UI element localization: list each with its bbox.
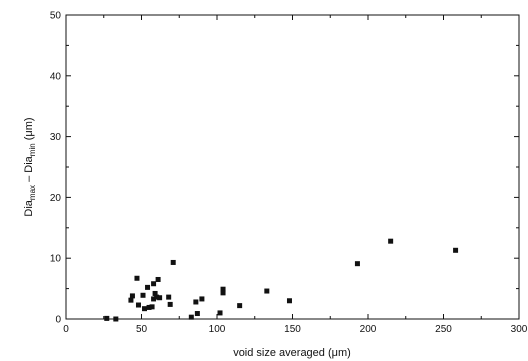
data-point bbox=[388, 238, 394, 244]
x-tick-label: 250 bbox=[435, 324, 452, 335]
x-tick-label: 300 bbox=[511, 324, 528, 335]
data-point bbox=[104, 315, 110, 321]
data-point bbox=[237, 303, 243, 309]
x-tick-labels: 0 50 100 150 200 250 300 bbox=[63, 324, 528, 335]
data-point bbox=[167, 301, 173, 307]
data-point bbox=[193, 299, 199, 305]
data-point bbox=[264, 288, 270, 294]
data-point bbox=[199, 296, 205, 302]
x-tick-label: 150 bbox=[284, 324, 301, 335]
x-tick-label: 0 bbox=[63, 324, 69, 335]
data-point bbox=[134, 275, 140, 281]
data-point bbox=[155, 276, 161, 282]
data-point bbox=[129, 293, 135, 299]
y-tick-labels: 0 10 20 30 40 50 bbox=[50, 11, 62, 326]
y-tick-label: 10 bbox=[50, 254, 62, 265]
data-points bbox=[104, 238, 459, 322]
data-point bbox=[151, 296, 157, 302]
y-tick-label: 50 bbox=[50, 11, 62, 22]
data-point bbox=[151, 281, 157, 287]
x-axis-label: void size averaged (μm) bbox=[233, 347, 351, 359]
data-point bbox=[149, 304, 155, 310]
data-point bbox=[354, 261, 360, 267]
data-point bbox=[113, 316, 119, 322]
data-point bbox=[152, 290, 158, 296]
data-point bbox=[135, 302, 141, 308]
data-point bbox=[142, 306, 148, 312]
y-tick-label: 40 bbox=[50, 71, 62, 82]
plot-frame bbox=[65, 14, 520, 320]
data-point bbox=[453, 247, 459, 253]
data-point bbox=[188, 314, 194, 320]
data-point bbox=[194, 311, 200, 317]
data-point bbox=[154, 294, 160, 300]
data-point bbox=[146, 304, 152, 310]
data-point bbox=[128, 297, 134, 303]
y-tick-label: 0 bbox=[55, 315, 61, 326]
axis-ticks bbox=[65, 14, 520, 320]
y-axis-label: Diamax – Diamin (μm) bbox=[23, 117, 37, 216]
y-tick-label: 30 bbox=[50, 132, 62, 143]
data-point bbox=[220, 290, 226, 296]
x-tick-label: 100 bbox=[209, 324, 226, 335]
data-point bbox=[157, 295, 163, 301]
data-point bbox=[217, 310, 223, 316]
data-point bbox=[145, 284, 151, 290]
x-tick-label: 200 bbox=[360, 324, 377, 335]
data-point bbox=[170, 259, 176, 265]
y-tick-label: 20 bbox=[50, 193, 62, 204]
data-point bbox=[220, 286, 226, 292]
data-point bbox=[140, 292, 146, 298]
x-tick-label: 50 bbox=[136, 324, 148, 335]
data-point bbox=[286, 298, 292, 304]
data-point bbox=[166, 294, 172, 300]
